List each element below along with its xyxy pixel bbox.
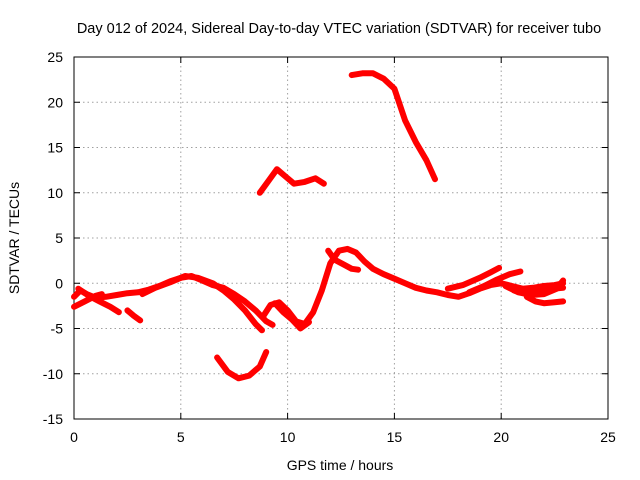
series-arc-12 — [444, 264, 503, 292]
y-axis-label: SDTVAR / TECUs — [6, 182, 22, 294]
y-tick-label: 5 — [55, 230, 63, 246]
series-arc-13 — [466, 268, 524, 296]
series-arc-4 — [124, 307, 144, 324]
series-arc-3 — [71, 291, 105, 310]
grid-lines — [74, 57, 608, 419]
y-tick-label: -10 — [43, 366, 63, 382]
series-arc-8 — [261, 245, 567, 327]
y-tick-label: 15 — [47, 140, 63, 156]
x-tick-label: 15 — [387, 429, 403, 445]
series-arc-10 — [325, 247, 362, 273]
axis-ticks — [73, 56, 609, 420]
series-arc-6 — [214, 349, 270, 382]
series-arc-2 — [75, 285, 122, 316]
x-tick-label: 10 — [280, 429, 296, 445]
series-arc-11 — [348, 70, 438, 183]
x-tick-label: 0 — [70, 429, 78, 445]
series-arc-16 — [511, 284, 567, 298]
chart-title: Day 012 of 2024, Sidereal Day-to-day VTE… — [77, 21, 601, 37]
y-tick-label: 10 — [47, 185, 63, 201]
y-tick-label: -5 — [51, 321, 64, 337]
y-tick-label: -15 — [43, 411, 63, 427]
x-tick-label: 5 — [177, 429, 185, 445]
y-tick-label: 0 — [55, 275, 63, 291]
x-tick-label: 25 — [600, 429, 616, 445]
x-axis-label: GPS time / hours — [287, 457, 394, 473]
series-arc-15 — [523, 293, 567, 307]
y-tick-label: 25 — [47, 49, 63, 65]
series-arc-7 — [256, 166, 327, 196]
y-tick-label: 20 — [47, 94, 63, 110]
x-tick-label: 20 — [493, 429, 509, 445]
data-series — [71, 70, 567, 382]
x-tick-labels: 0 5 10 15 20 25 — [70, 429, 616, 445]
series-arc-5 — [139, 273, 265, 334]
y-tick-labels: -15 -10 -5 0 5 10 15 20 25 — [43, 49, 63, 427]
series-arc-9 — [271, 300, 312, 332]
